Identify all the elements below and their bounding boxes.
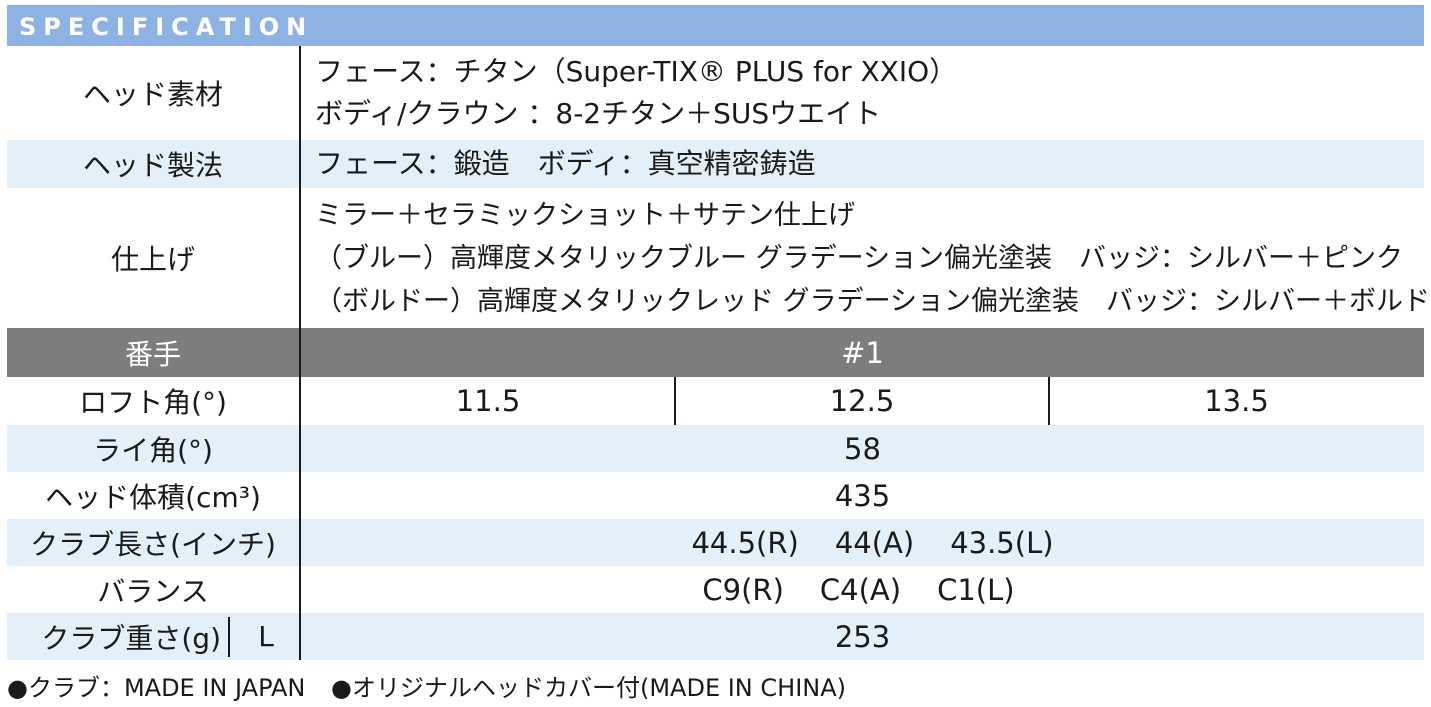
- weight-sub-divider: [228, 617, 230, 657]
- row-loft: ロフト角(°) 11.5 12.5 13.5: [7, 377, 1424, 425]
- finish-line-3: （ボルドー）高輝度メタリックレッド グラデーション偏光塗装 バッジ：シルバー＋ボ…: [315, 285, 1431, 317]
- loft-value-1: 11.5: [455, 384, 521, 418]
- row-head-material: ヘッド素材 フェース：チタン（Super-TIX® PLUS for XXIO）…: [7, 46, 1424, 140]
- balance-values: C9(R) C4(A) C1(L): [301, 566, 1424, 613]
- row-lie: ライ角(°) 58: [7, 425, 1424, 472]
- head-method-value: フェース：鍛造 ボディ：真空精密鋳造: [315, 147, 816, 180]
- volume-label: ヘッド体積(cm³): [45, 480, 261, 514]
- number-value: #1: [841, 335, 884, 370]
- row-number: 番手 #1: [7, 328, 1424, 377]
- spec-header-bar: SPECIFICATION: [7, 5, 1424, 46]
- length-values-group: 44.5(R) 44(A) 43.5(L): [691, 526, 1053, 560]
- length-value-a: 44(A): [834, 525, 915, 560]
- loft-value-2: 12.5: [829, 384, 895, 418]
- volume-value: 435: [834, 478, 891, 513]
- length-values: 44.5(R) 44(A) 43.5(L): [301, 519, 1424, 566]
- balance-values-group: C9(R) C4(A) C1(L): [702, 573, 1014, 607]
- footer-notes: ●クラブ：MADE IN JAPAN ●オリジナルヘッドカバー付(MADE IN…: [7, 668, 846, 703]
- balance-value-r: C9(R): [702, 572, 784, 607]
- footer-headcover: ●オリジナルヘッドカバー付(MADE IN CHINA): [331, 674, 847, 702]
- head-material-line-2: ボディ/クラウン ：8-2チタン＋SUSウエイト: [315, 97, 882, 130]
- row-head-method: ヘッド製法 フェース：鍛造 ボディ：真空精密鋳造: [7, 140, 1424, 188]
- row-balance: バランス C9(R) C4(A) C1(L): [7, 566, 1424, 613]
- label-column-divider: [299, 46, 301, 660]
- loft-divider-2: [1048, 377, 1050, 425]
- balance-label: バランス: [97, 574, 209, 608]
- finish-value: ミラー＋セラミックショット＋サテン仕上げ （ブルー）高輝度メタリックブルー グラ…: [315, 188, 1431, 328]
- head-material-value: フェース：チタン（Super-TIX® PLUS for XXIO） ボディ/ク…: [315, 46, 957, 140]
- length-label: クラブ長さ(インチ): [30, 527, 276, 561]
- balance-value-l: C1(L): [937, 572, 1015, 607]
- loft-divider-1: [674, 377, 676, 425]
- balance-value-a: C4(A): [819, 572, 902, 607]
- weight-label: クラブ重さ(g): [41, 621, 221, 655]
- row-length: クラブ長さ(インチ) 44.5(R) 44(A) 43.5(L): [7, 519, 1424, 566]
- row-finish: 仕上げ ミラー＋セラミックショット＋サテン仕上げ （ブルー）高輝度メタリックブル…: [7, 188, 1431, 328]
- weight-value: 253: [834, 619, 891, 654]
- row-weight: クラブ重さ(g) L 253: [7, 613, 1424, 660]
- finish-line-2: （ブルー）高輝度メタリックブルー グラデーション偏光塗装 バッジ：シルバー＋ピン…: [315, 242, 1404, 274]
- lie-label: ライ角(°): [93, 433, 213, 467]
- finish-line-1: ミラー＋セラミックショット＋サテン仕上げ: [315, 199, 855, 231]
- length-value-r: 44.5(R): [691, 525, 799, 560]
- length-value-l: 43.5(L): [950, 525, 1054, 560]
- loft-label: ロフト角(°): [79, 386, 227, 419]
- footer-made-in-japan: ●クラブ：MADE IN JAPAN: [7, 674, 306, 702]
- row-volume: ヘッド体積(cm³) 435: [7, 472, 1424, 519]
- head-method-label: ヘッド製法: [82, 149, 223, 182]
- head-material-label: ヘッド素材: [82, 78, 223, 111]
- finish-label: 仕上げ: [110, 243, 195, 276]
- weight-sublabel: L: [258, 620, 274, 653]
- number-label: 番手: [124, 337, 181, 371]
- head-material-line-1: フェース：チタン（Super-TIX® PLUS for XXIO）: [315, 55, 958, 88]
- loft-value-3: 13.5: [1204, 384, 1269, 418]
- spec-header-title: SPECIFICATION: [19, 13, 314, 41]
- lie-value: 58: [844, 431, 881, 466]
